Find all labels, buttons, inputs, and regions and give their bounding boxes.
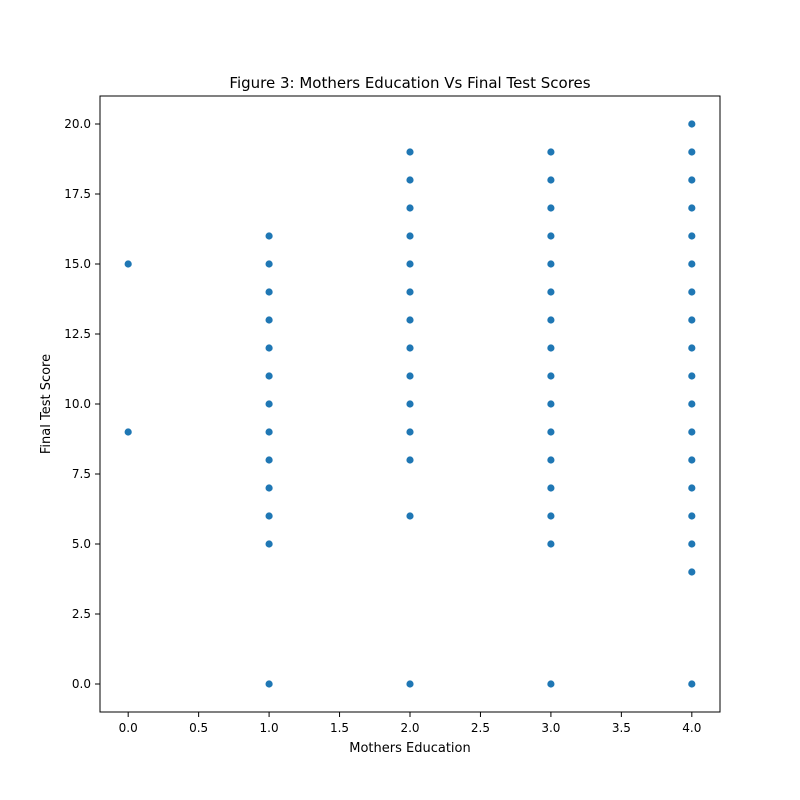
data-point bbox=[124, 260, 132, 268]
data-point bbox=[265, 288, 273, 296]
data-point bbox=[688, 428, 696, 436]
data-point bbox=[688, 344, 696, 352]
x-tick-label: 2.5 bbox=[471, 721, 490, 735]
data-point bbox=[406, 288, 414, 296]
data-point bbox=[688, 372, 696, 380]
data-point bbox=[688, 232, 696, 240]
data-point bbox=[688, 260, 696, 268]
data-point bbox=[688, 204, 696, 212]
data-point bbox=[406, 316, 414, 324]
y-tick-label: 17.5 bbox=[64, 187, 91, 201]
data-point bbox=[688, 512, 696, 520]
data-point bbox=[688, 568, 696, 576]
data-point bbox=[406, 148, 414, 156]
y-tick-label: 5.0 bbox=[72, 537, 91, 551]
data-point bbox=[265, 680, 273, 688]
x-tick-label: 2.0 bbox=[400, 721, 419, 735]
data-point bbox=[547, 316, 555, 324]
data-point bbox=[688, 540, 696, 548]
data-point bbox=[406, 456, 414, 464]
data-point bbox=[265, 344, 273, 352]
data-point bbox=[547, 176, 555, 184]
x-tick-label: 4.0 bbox=[682, 721, 701, 735]
data-point bbox=[547, 680, 555, 688]
data-point bbox=[547, 456, 555, 464]
x-tick-label: 1.5 bbox=[330, 721, 349, 735]
data-point bbox=[406, 176, 414, 184]
data-point bbox=[265, 232, 273, 240]
data-point bbox=[265, 456, 273, 464]
data-point bbox=[547, 344, 555, 352]
data-point bbox=[688, 120, 696, 128]
data-point bbox=[547, 204, 555, 212]
data-point bbox=[265, 400, 273, 408]
data-point bbox=[688, 288, 696, 296]
data-point bbox=[265, 540, 273, 548]
data-points bbox=[124, 120, 696, 688]
x-tick-label: 0.5 bbox=[189, 721, 208, 735]
data-point bbox=[406, 260, 414, 268]
data-point bbox=[547, 148, 555, 156]
data-point bbox=[124, 428, 132, 436]
data-point bbox=[406, 680, 414, 688]
chart-title: Figure 3: Mothers Education Vs Final Tes… bbox=[229, 74, 590, 92]
x-axis-ticks: 0.0 0.5 1.0 1.5 2.0 2.5 3.0 3.5 4.0 bbox=[119, 712, 701, 735]
data-point bbox=[547, 260, 555, 268]
data-point bbox=[406, 232, 414, 240]
data-point bbox=[547, 540, 555, 548]
x-tick-label: 1.0 bbox=[260, 721, 279, 735]
data-point bbox=[547, 428, 555, 436]
y-tick-label: 10.0 bbox=[64, 397, 91, 411]
y-tick-label: 7.5 bbox=[72, 467, 91, 481]
data-point bbox=[547, 372, 555, 380]
data-point bbox=[265, 316, 273, 324]
data-point bbox=[547, 288, 555, 296]
data-point bbox=[547, 512, 555, 520]
data-point bbox=[406, 204, 414, 212]
y-tick-label: 12.5 bbox=[64, 327, 91, 341]
data-point bbox=[688, 484, 696, 492]
data-point bbox=[688, 400, 696, 408]
data-point bbox=[688, 148, 696, 156]
y-tick-label: 0.0 bbox=[72, 677, 91, 691]
data-point bbox=[265, 260, 273, 268]
y-tick-label: 2.5 bbox=[72, 607, 91, 621]
data-point bbox=[406, 372, 414, 380]
data-point bbox=[688, 680, 696, 688]
data-point bbox=[406, 400, 414, 408]
y-tick-label: 20.0 bbox=[64, 117, 91, 131]
data-point bbox=[547, 400, 555, 408]
data-point bbox=[406, 344, 414, 352]
data-point bbox=[265, 512, 273, 520]
data-point bbox=[547, 484, 555, 492]
data-point bbox=[688, 316, 696, 324]
data-point bbox=[406, 512, 414, 520]
data-point bbox=[265, 484, 273, 492]
x-tick-label: 0.0 bbox=[119, 721, 138, 735]
data-point bbox=[688, 176, 696, 184]
y-tick-label: 15.0 bbox=[64, 257, 91, 271]
y-axis-label: Final Test Score bbox=[39, 354, 54, 454]
x-tick-label: 3.5 bbox=[612, 721, 631, 735]
data-point bbox=[688, 456, 696, 464]
y-axis-ticks: 0.0 2.5 5.0 7.5 10.0 12.5 15.0 17.5 20.0 bbox=[64, 117, 100, 691]
data-point bbox=[547, 232, 555, 240]
data-point bbox=[265, 428, 273, 436]
data-point bbox=[265, 372, 273, 380]
x-axis-label: Mothers Education bbox=[349, 741, 470, 756]
data-point bbox=[406, 428, 414, 436]
x-tick-label: 3.0 bbox=[541, 721, 560, 735]
